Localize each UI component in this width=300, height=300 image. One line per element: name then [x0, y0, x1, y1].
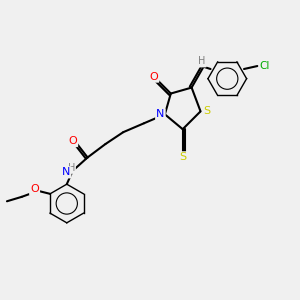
Text: N: N	[62, 167, 70, 177]
Text: S: S	[203, 106, 210, 116]
Text: N: N	[156, 109, 165, 119]
Text: H: H	[68, 163, 75, 173]
Text: Cl: Cl	[260, 61, 270, 71]
Text: O: O	[149, 72, 158, 82]
Text: O: O	[30, 184, 39, 194]
Text: O: O	[68, 136, 77, 146]
Text: S: S	[179, 152, 186, 162]
Text: H: H	[198, 56, 206, 66]
